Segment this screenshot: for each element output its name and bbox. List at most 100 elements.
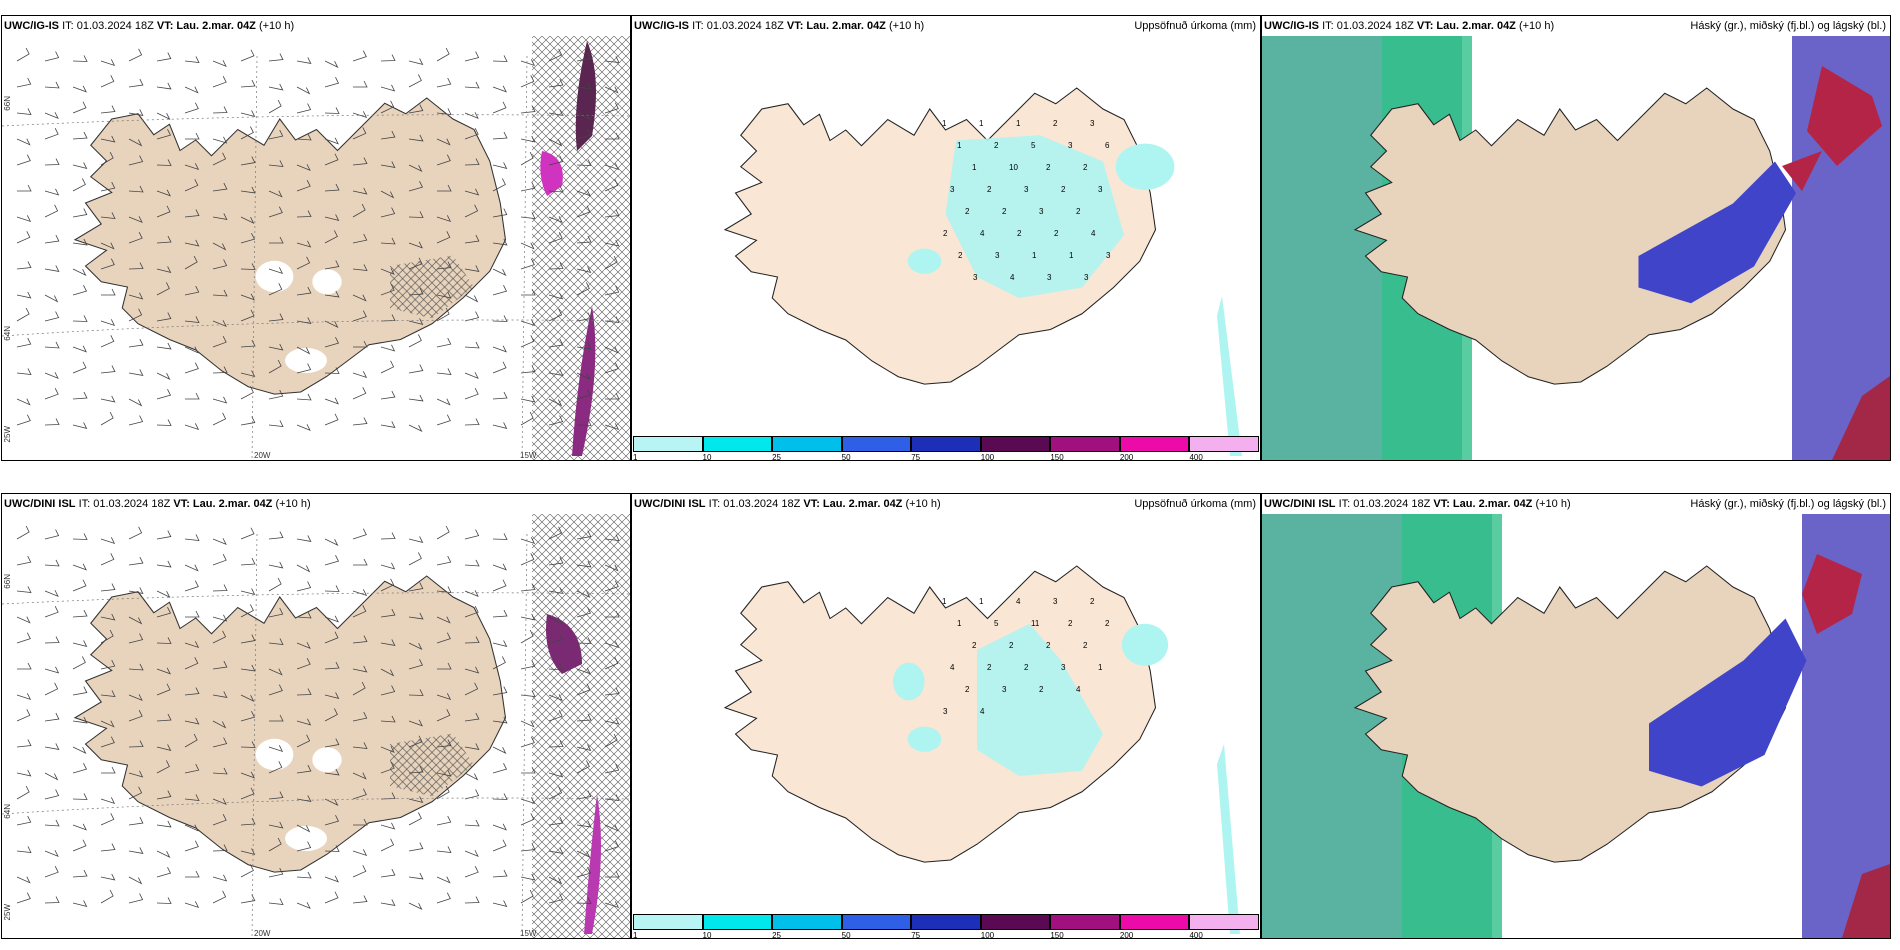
precip-value-label: 2 bbox=[1090, 597, 1095, 606]
wind-barb bbox=[240, 416, 256, 426]
wind-barb bbox=[268, 420, 284, 427]
wind-barb bbox=[156, 637, 172, 644]
wind-barb bbox=[604, 285, 620, 296]
wind-barb bbox=[128, 48, 143, 62]
wind-barb bbox=[492, 686, 508, 696]
wind-barb bbox=[436, 876, 451, 884]
precip-value-label: 3 bbox=[1053, 597, 1058, 606]
wind-barb bbox=[520, 613, 536, 621]
wind-barb bbox=[16, 398, 31, 406]
wind-barb bbox=[324, 538, 339, 547]
wind-barb bbox=[100, 553, 115, 566]
precip-value-label: 2 bbox=[1105, 619, 1110, 628]
wind-barb bbox=[17, 662, 32, 670]
wind-barb bbox=[212, 76, 227, 88]
wind-barb bbox=[240, 664, 256, 672]
wind-barb bbox=[520, 720, 535, 728]
precip-value-label: 10 bbox=[1009, 163, 1018, 172]
precip-value-label: 4 bbox=[950, 663, 955, 672]
wind-barb bbox=[436, 525, 450, 540]
colorbar-swatch bbox=[911, 436, 981, 452]
wind-barb bbox=[436, 307, 450, 322]
wind-barb bbox=[296, 688, 312, 696]
wind-barb bbox=[296, 581, 312, 592]
wind-barb bbox=[100, 873, 116, 881]
wind-barb bbox=[16, 876, 31, 884]
wind-barb bbox=[604, 794, 620, 801]
wind-barb bbox=[156, 866, 172, 878]
wind-barb bbox=[324, 137, 339, 145]
wind-barb bbox=[100, 843, 116, 852]
wind-barb bbox=[44, 294, 59, 303]
wind-barb bbox=[548, 155, 564, 166]
wind-barb bbox=[576, 419, 592, 426]
wind-map bbox=[2, 36, 630, 460]
wind-barb bbox=[72, 839, 87, 852]
precip-value-label: 1 bbox=[942, 597, 947, 606]
wind-barb bbox=[44, 529, 60, 540]
wind-barb bbox=[184, 641, 200, 649]
precip-value-label: 3 bbox=[1061, 663, 1066, 672]
colorbar-swatch bbox=[1189, 436, 1259, 452]
wind-barb bbox=[100, 395, 116, 403]
precip-value-label: 3 bbox=[950, 185, 955, 194]
colorbar-swatch bbox=[841, 914, 912, 930]
wind-barb bbox=[212, 182, 228, 192]
wind-barb bbox=[296, 718, 312, 726]
wind-barb bbox=[352, 264, 368, 271]
colorbar-swatch bbox=[1050, 914, 1120, 930]
wind-barb bbox=[520, 151, 534, 166]
wind-barb bbox=[268, 791, 284, 800]
wind-barb bbox=[100, 135, 116, 143]
wind-barb bbox=[212, 630, 227, 644]
wind-barb bbox=[240, 186, 256, 194]
wind-barb bbox=[296, 180, 311, 192]
wind-barb bbox=[492, 55, 508, 62]
wind-barb bbox=[380, 762, 395, 774]
panel-dini-cloud: UWC/DINI ISL IT: 01.03.2024 18Z VT: Lau.… bbox=[1261, 493, 1891, 939]
wind-barb bbox=[436, 77, 452, 88]
wind-barb bbox=[100, 813, 115, 826]
panel-dini-wind: UWC/DINI ISL IT: 01.03.2024 18Z VT: Lau.… bbox=[1, 493, 631, 939]
wind-barb bbox=[296, 346, 311, 355]
wind-barb bbox=[296, 256, 311, 270]
wind-barb bbox=[17, 184, 32, 192]
wind-barb bbox=[44, 51, 60, 62]
wind-barb bbox=[352, 371, 368, 379]
wind-barb bbox=[352, 711, 368, 722]
colorbar-swatch bbox=[772, 914, 842, 930]
wind-barb bbox=[492, 361, 507, 374]
wind-barb bbox=[380, 54, 396, 62]
precip-value-label: 2 bbox=[1083, 641, 1088, 650]
wind-barb bbox=[16, 525, 30, 540]
wind-barb bbox=[576, 266, 592, 273]
wind-barb bbox=[436, 846, 452, 853]
wind-barb bbox=[72, 686, 88, 696]
wind-barb bbox=[520, 395, 536, 403]
wind-barb bbox=[268, 129, 284, 140]
precip-value-label: 1 bbox=[957, 141, 962, 150]
colorbar-swatch bbox=[980, 914, 1051, 930]
wind-barb bbox=[464, 234, 480, 244]
precip-value-label: 3 bbox=[1024, 185, 1029, 194]
wind-barb bbox=[72, 422, 88, 429]
wind-barb bbox=[72, 162, 88, 169]
wind-barb bbox=[156, 820, 172, 828]
wind-barb bbox=[128, 633, 144, 644]
wind-barb bbox=[492, 900, 508, 907]
wind-barb bbox=[156, 82, 172, 90]
wind-barb bbox=[100, 181, 116, 192]
wind-barb bbox=[548, 232, 563, 244]
wind-barb bbox=[380, 161, 396, 168]
wind-barb bbox=[520, 365, 536, 374]
wind-barb bbox=[184, 285, 200, 296]
wind-barb bbox=[408, 164, 423, 173]
wind-barb bbox=[212, 798, 227, 806]
wind-barb bbox=[464, 606, 479, 618]
wind-barb bbox=[464, 311, 480, 322]
wind-barb bbox=[128, 155, 144, 166]
wind-barb bbox=[184, 316, 200, 323]
wind-barb bbox=[72, 131, 88, 140]
wind-barb bbox=[492, 533, 508, 540]
wind-barb bbox=[296, 871, 312, 879]
